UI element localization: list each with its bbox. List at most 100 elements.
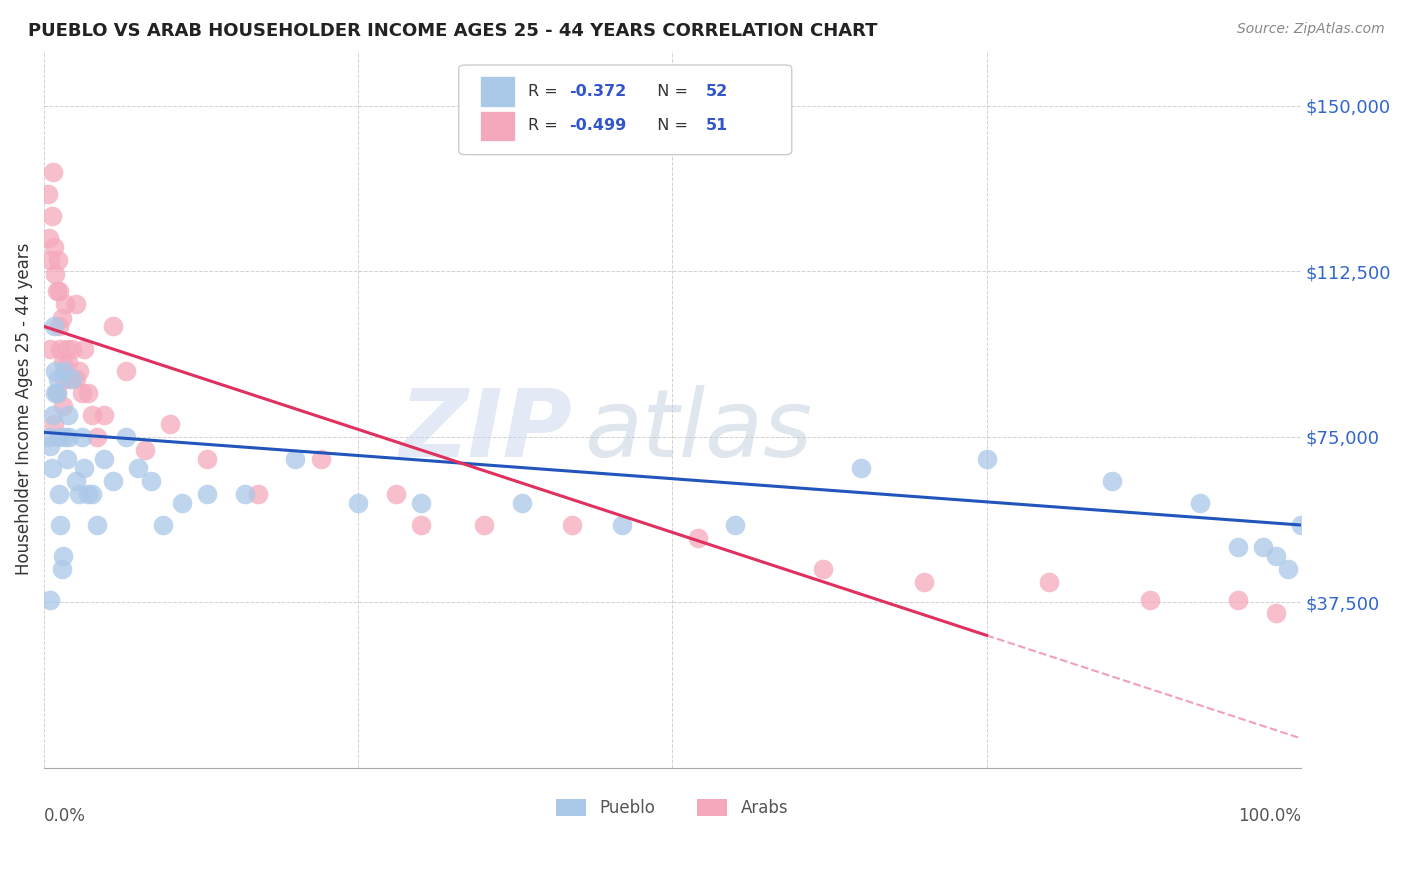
- Point: [65, 372, 87, 386]
- Point: [246, 487, 269, 501]
- Point: [48, 319, 70, 334]
- Point: [58, 372, 80, 386]
- Point: [39, 439, 62, 453]
- Bar: [479, 77, 516, 107]
- Point: [60, 342, 83, 356]
- Point: [103, 474, 125, 488]
- Text: R =: R =: [527, 84, 562, 99]
- Legend: Pueblo, Arabs: Pueblo, Arabs: [550, 792, 794, 824]
- Point: [55, 451, 77, 466]
- Point: [37, 187, 59, 202]
- Point: [41, 209, 63, 223]
- Point: [347, 496, 370, 510]
- Point: [197, 451, 219, 466]
- Point: [45, 284, 67, 298]
- Text: 51: 51: [706, 119, 728, 134]
- Text: PUEBLO VS ARAB HOUSEHOLDER INCOME AGES 25 - 44 YEARS CORRELATION CHART: PUEBLO VS ARAB HOUSEHOLDER INCOME AGES 2…: [28, 22, 877, 40]
- Point: [472, 518, 495, 533]
- Point: [139, 474, 162, 488]
- Point: [70, 385, 93, 400]
- Point: [77, 385, 100, 400]
- Point: [409, 518, 432, 533]
- Point: [510, 496, 533, 510]
- Point: [65, 474, 87, 488]
- Point: [80, 487, 103, 501]
- Point: [93, 408, 115, 422]
- Point: [284, 451, 307, 466]
- Point: [46, 372, 69, 386]
- Text: 100.0%: 100.0%: [1237, 807, 1301, 825]
- Point: [39, 342, 62, 356]
- Text: N =: N =: [647, 84, 693, 99]
- Point: [42, 165, 65, 179]
- Point: [172, 496, 194, 510]
- Text: ZIP: ZIP: [399, 384, 572, 476]
- Point: [1226, 540, 1249, 554]
- Point: [48, 284, 70, 298]
- Point: [51, 562, 73, 576]
- Point: [53, 372, 76, 386]
- Point: [44, 363, 66, 377]
- Point: [114, 430, 136, 444]
- Y-axis label: Householder Income Ages 25 - 44 years: Householder Income Ages 25 - 44 years: [15, 243, 32, 575]
- FancyBboxPatch shape: [458, 65, 792, 154]
- Point: [849, 460, 872, 475]
- Text: N =: N =: [647, 119, 693, 134]
- Point: [309, 451, 332, 466]
- Point: [73, 342, 96, 356]
- Point: [1277, 562, 1299, 576]
- Point: [1251, 540, 1274, 554]
- Point: [52, 549, 75, 563]
- Point: [197, 487, 219, 501]
- Point: [55, 297, 77, 311]
- Point: [73, 460, 96, 475]
- Point: [1289, 518, 1312, 533]
- Point: [724, 518, 747, 533]
- Point: [67, 487, 90, 501]
- Point: [1264, 607, 1286, 621]
- Point: [45, 385, 67, 400]
- Point: [55, 342, 77, 356]
- Point: [42, 408, 65, 422]
- Point: [114, 363, 136, 377]
- Point: [811, 562, 834, 576]
- Point: [49, 342, 72, 356]
- Point: [52, 399, 75, 413]
- Point: [1264, 549, 1286, 563]
- Point: [77, 487, 100, 501]
- Point: [80, 408, 103, 422]
- Point: [44, 267, 66, 281]
- Point: [52, 355, 75, 369]
- Point: [56, 355, 79, 369]
- Point: [686, 531, 709, 545]
- Point: [1226, 593, 1249, 607]
- Point: [53, 363, 76, 377]
- Point: [58, 430, 80, 444]
- Point: [45, 385, 67, 400]
- Point: [86, 518, 108, 533]
- Point: [38, 430, 60, 444]
- Text: R =: R =: [527, 119, 562, 134]
- Text: atlas: atlas: [585, 385, 813, 476]
- Point: [70, 430, 93, 444]
- Text: 52: 52: [706, 84, 728, 99]
- Point: [44, 240, 66, 254]
- Point: [39, 253, 62, 268]
- Point: [67, 363, 90, 377]
- Point: [48, 430, 70, 444]
- Point: [44, 385, 66, 400]
- Point: [409, 496, 432, 510]
- Point: [44, 319, 66, 334]
- Point: [103, 319, 125, 334]
- Point: [60, 372, 83, 386]
- Point: [385, 487, 408, 501]
- Point: [39, 593, 62, 607]
- Point: [86, 430, 108, 444]
- Point: [65, 297, 87, 311]
- Point: [56, 408, 79, 422]
- Point: [976, 451, 998, 466]
- Point: [1101, 474, 1123, 488]
- Point: [51, 310, 73, 325]
- Point: [93, 451, 115, 466]
- Text: -0.372: -0.372: [569, 84, 627, 99]
